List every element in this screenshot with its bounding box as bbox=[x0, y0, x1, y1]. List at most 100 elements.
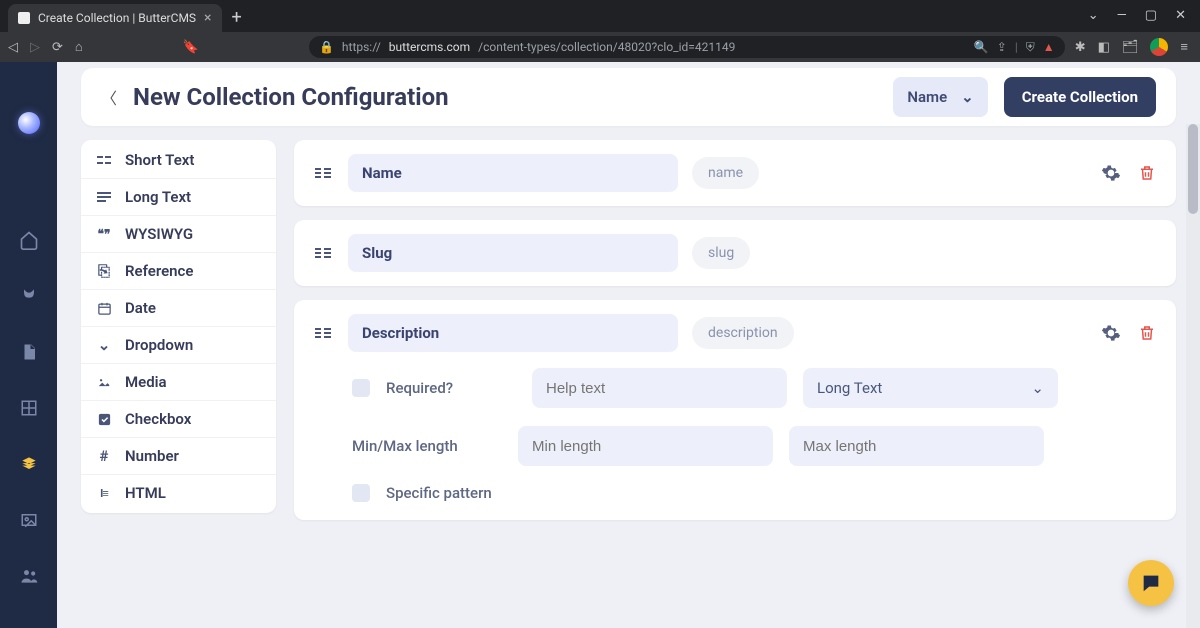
field-api-badge: name bbox=[692, 157, 759, 189]
field-type-reference[interactable]: ⎘ Reference bbox=[81, 253, 276, 290]
nav-back-icon[interactable]: ◁ bbox=[8, 40, 18, 55]
field-type-select[interactable]: Long Text ⌄ bbox=[803, 368, 1058, 408]
sidebar-blog-icon[interactable] bbox=[19, 286, 39, 306]
field-type-date[interactable]: Date bbox=[81, 290, 276, 327]
field-label-input[interactable]: Description bbox=[348, 314, 678, 352]
pattern-checkbox[interactable] bbox=[352, 484, 370, 502]
field-type-html[interactable]: I≡ HTML bbox=[81, 475, 276, 511]
browser-tab[interactable]: Create Collection | ButterCMS × bbox=[8, 4, 222, 32]
field-settings-button[interactable] bbox=[1100, 162, 1122, 184]
extensions-icon[interactable]: ✱ bbox=[1075, 40, 1086, 55]
field-label-text: Slug bbox=[362, 244, 392, 262]
field-type-label: WYSIWYG bbox=[125, 225, 193, 243]
drag-handle-icon[interactable] bbox=[312, 246, 334, 260]
sidebar-home-icon[interactable] bbox=[19, 230, 39, 250]
minimize-icon[interactable]: — bbox=[1117, 8, 1127, 23]
required-checkbox[interactable] bbox=[352, 379, 370, 397]
field-label-text: Name bbox=[362, 164, 402, 182]
field-api-text: description bbox=[708, 325, 778, 341]
help-text-input[interactable] bbox=[532, 368, 787, 408]
field-type-checkbox[interactable]: Checkbox bbox=[81, 401, 276, 438]
long-text-icon bbox=[95, 188, 113, 206]
zoom-icon[interactable]: 🔍 bbox=[974, 40, 989, 54]
field-type-label: Number bbox=[125, 447, 179, 465]
sidebar-media-icon[interactable] bbox=[19, 510, 39, 530]
name-dropdown[interactable]: Name ⌄ bbox=[893, 77, 987, 117]
name-dropdown-label: Name bbox=[907, 88, 947, 106]
app-sidebar bbox=[0, 62, 57, 628]
tab-overview-icon[interactable]: 🗂 bbox=[1122, 40, 1139, 55]
field-label-input[interactable]: Name bbox=[348, 154, 678, 192]
nav-home-icon[interactable]: ⌂ bbox=[75, 39, 83, 55]
sidebar-collections-icon[interactable] bbox=[19, 454, 39, 474]
field-type-select-value: Long Text bbox=[817, 379, 882, 397]
tab-close-icon[interactable]: × bbox=[204, 10, 211, 26]
min-length-input[interactable] bbox=[518, 426, 773, 466]
lock-icon: 🔒 bbox=[319, 40, 334, 54]
drag-handle-icon[interactable] bbox=[312, 166, 334, 180]
chat-icon bbox=[1140, 572, 1162, 594]
field-settings-button[interactable] bbox=[1100, 322, 1122, 344]
tab-title: Create Collection | ButterCMS bbox=[38, 11, 196, 25]
field-delete-button[interactable] bbox=[1136, 322, 1158, 344]
field-type-short-text[interactable]: Short Text bbox=[81, 142, 276, 179]
checkbox-icon bbox=[95, 410, 113, 428]
fields-canvas: Name name Slug slug bbox=[294, 140, 1176, 520]
wysiwyg-icon: ❝❞ bbox=[95, 225, 113, 243]
chat-fab[interactable] bbox=[1128, 560, 1174, 606]
drag-handle-icon[interactable] bbox=[312, 326, 334, 340]
browser-menu-icon[interactable]: ≡ bbox=[1180, 39, 1188, 55]
minmax-label: Min/Max length bbox=[352, 437, 502, 455]
field-type-long-text[interactable]: Long Text bbox=[81, 179, 276, 216]
field-type-dropdown[interactable]: ⌄ Dropdown bbox=[81, 327, 276, 364]
field-type-label: Long Text bbox=[125, 188, 191, 206]
field-type-label: Date bbox=[125, 299, 156, 317]
sidebar-tables-icon[interactable] bbox=[19, 398, 39, 418]
chevron-down-icon: ⌄ bbox=[961, 88, 974, 106]
field-type-media[interactable]: Media bbox=[81, 364, 276, 401]
tab-favicon bbox=[18, 12, 30, 24]
page-title: New Collection Configuration bbox=[133, 83, 449, 111]
url-path: /content-types/collection/48020?clo_id=4… bbox=[478, 40, 735, 54]
nav-reload-icon[interactable]: ⟳ bbox=[52, 40, 63, 55]
share-icon[interactable]: ⇪ bbox=[997, 40, 1007, 54]
new-tab-button[interactable]: + bbox=[222, 4, 252, 32]
max-length-input[interactable] bbox=[789, 426, 1044, 466]
sidebar-pages-icon[interactable] bbox=[19, 342, 39, 362]
sidebar-users-icon[interactable] bbox=[19, 566, 39, 586]
warning-icon[interactable]: ▲ bbox=[1043, 40, 1055, 54]
pattern-label: Specific pattern bbox=[386, 484, 516, 502]
media-icon bbox=[95, 373, 113, 391]
create-collection-button[interactable]: Create Collection bbox=[1004, 77, 1156, 117]
profile-avatar[interactable] bbox=[1150, 38, 1168, 56]
field-label-input[interactable]: Slug bbox=[348, 234, 678, 272]
shield-icon[interactable]: ⛨ bbox=[1026, 40, 1035, 55]
field-type-number[interactable]: # Number bbox=[81, 438, 276, 475]
url-field[interactable]: 🔒 https://buttercms.com/content-types/co… bbox=[309, 36, 1065, 58]
scrollbar[interactable] bbox=[1186, 124, 1200, 628]
field-type-wysiwyg[interactable]: ❝❞ WYSIWYG bbox=[81, 216, 276, 253]
field-api-badge: description bbox=[692, 317, 794, 349]
reference-icon: ⎘ bbox=[95, 262, 113, 280]
panel-icon[interactable]: ◧ bbox=[1098, 40, 1110, 55]
browser-tab-bar: Create Collection | ButterCMS × + bbox=[0, 0, 1200, 32]
field-type-label: Dropdown bbox=[125, 336, 193, 354]
url-host: buttercms.com bbox=[389, 40, 470, 54]
dropdown-caret-icon[interactable]: ⌄ bbox=[1088, 8, 1099, 23]
field-type-label: Media bbox=[125, 373, 167, 391]
back-button[interactable]: 〈 bbox=[101, 85, 117, 109]
field-card-name: Name name bbox=[294, 140, 1176, 206]
maximize-icon[interactable]: ▢ bbox=[1145, 8, 1157, 23]
field-api-text: slug bbox=[708, 245, 734, 261]
close-window-icon[interactable]: ✕ bbox=[1175, 8, 1186, 23]
bookmark-icon[interactable]: 🔖 bbox=[183, 40, 199, 55]
field-label-text: Description bbox=[362, 324, 439, 342]
app-logo[interactable] bbox=[18, 112, 40, 134]
field-delete-button[interactable] bbox=[1136, 162, 1158, 184]
dropdown-icon: ⌄ bbox=[95, 336, 113, 354]
field-api-badge: slug bbox=[692, 237, 750, 269]
html-icon: I≡ bbox=[95, 484, 113, 502]
chevron-down-icon: ⌄ bbox=[1031, 379, 1044, 397]
nav-forward-icon[interactable]: ▷ bbox=[30, 40, 40, 55]
field-api-text: name bbox=[708, 165, 743, 181]
